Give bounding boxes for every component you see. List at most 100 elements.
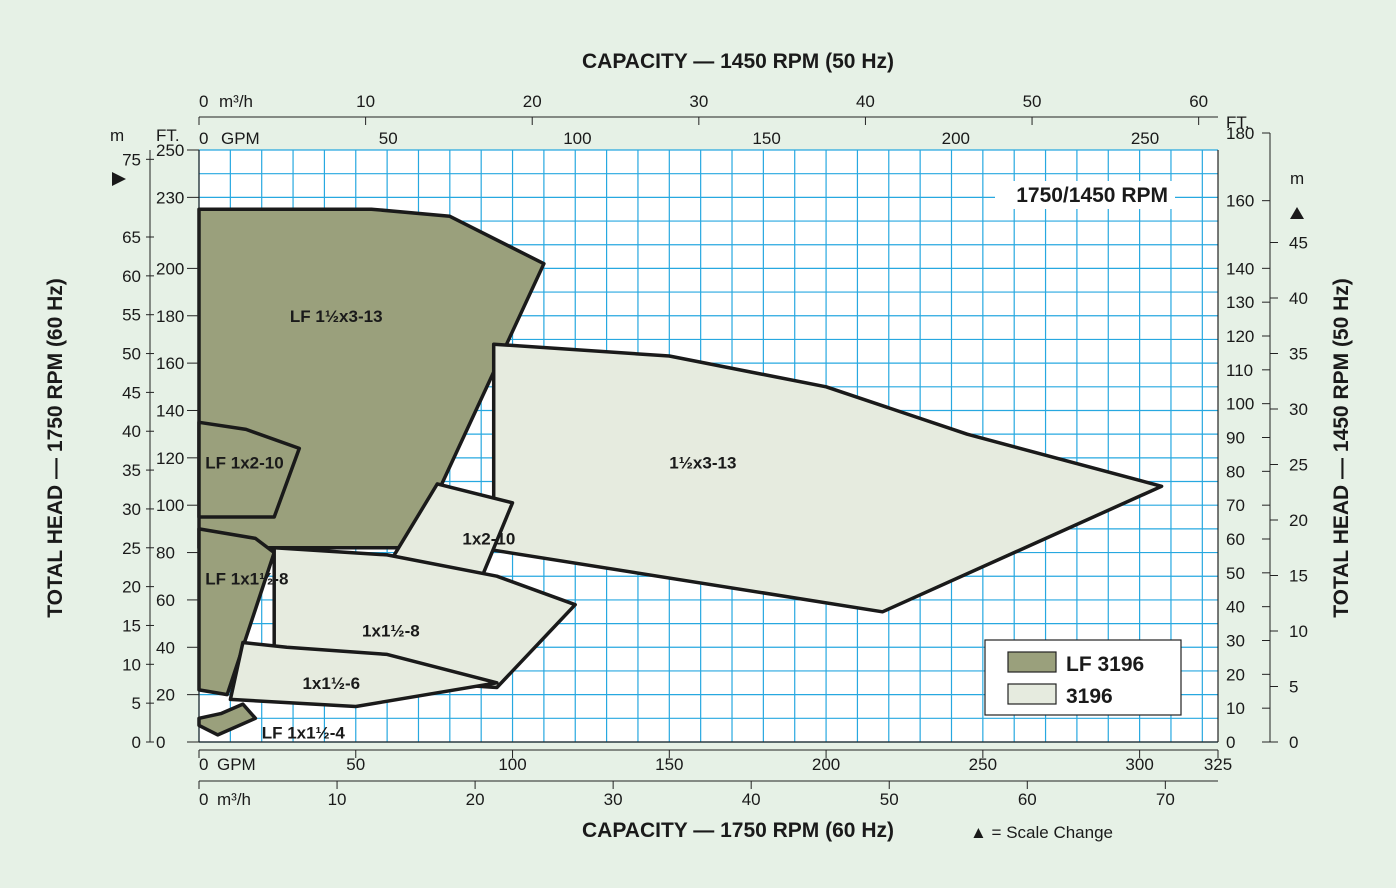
left-ft-tick-11: 20 [156, 686, 175, 705]
right-ft-tick-9: 70 [1226, 496, 1245, 515]
bottom-gpm-tick-3: 150 [655, 755, 683, 774]
bottom-m3h-tick-2: 20 [466, 790, 485, 809]
region-label-1: LF 1x2-10 [205, 454, 283, 473]
left-m-tick-12: 10 [122, 655, 141, 674]
left-m-tick-14: 0 [132, 733, 141, 752]
speed-badge: 1750/1450 RPM [1016, 184, 1168, 207]
right-m-unit: m [1290, 169, 1304, 188]
bottom-gpm-unit: GPM [217, 755, 256, 774]
top-m3h-tick-0: 0 [199, 92, 208, 111]
right-m-tick-6: 15 [1289, 566, 1308, 585]
left-ft-tick-1: 230 [156, 188, 184, 207]
top-m3h-unit: m³/h [219, 92, 253, 111]
right-ft-tick-6: 100 [1226, 395, 1254, 414]
bottom-gpm-tick-6: 300 [1125, 755, 1153, 774]
left-ft-tick-2: 200 [156, 259, 184, 278]
right-ft-tick-12: 40 [1226, 598, 1245, 617]
right-ft-tick-5: 110 [1226, 361, 1253, 380]
right-m-tick-3: 30 [1289, 400, 1308, 419]
left-m-tick-10: 20 [122, 578, 141, 597]
bottom-m3h-tick-7: 70 [1156, 790, 1175, 809]
right-scale-change-icon [1290, 207, 1304, 219]
top-gpm-tick-1: 50 [379, 129, 398, 148]
bottom-gpm-tick-2: 100 [498, 755, 526, 774]
left-ft-tick-9: 60 [156, 591, 175, 610]
region-label-5: 1x2-10 [462, 529, 515, 548]
right-m-tick-0: 45 [1289, 233, 1308, 252]
right-m-tick-2: 35 [1289, 344, 1308, 363]
left-m-tick-13: 5 [132, 694, 141, 713]
region-4 [491, 342, 1164, 614]
right-ft-tick-0: 180 [1226, 124, 1254, 143]
bottom-m3h-tick-4: 40 [742, 790, 761, 809]
region-label-2: LF 1x1½-8 [205, 570, 288, 589]
left-ft-tick-8: 80 [156, 544, 175, 563]
legend-label-lf3196: LF 3196 [1066, 653, 1144, 676]
legend-swatch-lf3196 [1007, 651, 1057, 673]
right-m-tick-7: 10 [1289, 622, 1308, 641]
left-ft-tick-10: 40 [156, 638, 175, 657]
left-m-tick-2: 60 [122, 267, 141, 286]
region-label-7: 1x1½-6 [302, 674, 360, 693]
top-m3h-tick-2: 20 [523, 92, 542, 111]
right-ft-unit: FT. [1226, 113, 1250, 132]
bottom-m3h-unit: m³/h [217, 790, 251, 809]
top-m3h-tick-1: 10 [356, 92, 375, 111]
top-capacity-title: CAPACITY — 1450 RPM (50 Hz) [582, 50, 894, 73]
left-ft-tick-0: 250 [156, 141, 184, 160]
right-ft-tick-14: 20 [1226, 665, 1245, 684]
left-m-tick-4: 50 [122, 345, 141, 364]
bottom-capacity-title: CAPACITY — 1750 RPM (60 Hz) [582, 819, 894, 842]
left-ft-tick-6: 120 [156, 449, 184, 468]
right-ft-tick-2: 140 [1226, 259, 1254, 278]
left-m-tick-0: 75 [122, 150, 141, 169]
pump-regions [197, 207, 1164, 737]
bottom-gpm-tick-4: 200 [812, 755, 840, 774]
top-m3h-tick-3: 30 [689, 92, 708, 111]
speed-badge-box [995, 181, 1175, 209]
left-m-tick-3: 55 [122, 306, 141, 325]
bottom-m3h-tick-6: 60 [1018, 790, 1037, 809]
right-ft-tick-8: 80 [1226, 462, 1245, 481]
right-m-tick-8: 5 [1289, 677, 1298, 696]
left-ft-tick-12: 0 [156, 733, 165, 752]
top-gpm-unit: GPM [221, 129, 260, 148]
right-ft-tick-4: 120 [1226, 327, 1254, 346]
bottom-m3h-tick-0: 0 [199, 790, 208, 809]
right-ft-tick-3: 130 [1226, 293, 1254, 312]
legend: LF 3196 3196 [984, 639, 1182, 716]
bottom-gpm-tick-5: 250 [969, 755, 997, 774]
right-ft-tick-13: 30 [1226, 632, 1245, 651]
left-ft-tick-5: 140 [156, 401, 184, 420]
left-ft-tick-7: 100 [156, 496, 184, 515]
right-m-tick-4: 25 [1289, 455, 1308, 474]
right-axis-title: TOTAL HEAD — 1450 RPM (50 Hz) [1330, 278, 1353, 618]
right-m-tick-1: 40 [1289, 289, 1308, 308]
bottom-gpm-tick-0: 0 [199, 755, 208, 774]
top-m3h-tick-4: 40 [856, 92, 875, 111]
region-label-3: LF 1x1½-4 [262, 724, 346, 743]
scale-change-note: ▲ = Scale Change [970, 823, 1113, 842]
top-gpm-tick-5: 250 [1131, 129, 1159, 148]
left-ft-tick-4: 160 [156, 354, 184, 373]
region-7 [228, 640, 499, 709]
region-labels: LF 1½x3-13 LF 1x2-10 LF 1x1½-8 LF 1x1½-4 1½x… [205, 307, 736, 743]
right-ft-tick-15: 10 [1226, 699, 1245, 718]
bottom-m3h-tick-5: 50 [880, 790, 899, 809]
region-label-4: 1½x3-13 [669, 454, 736, 473]
right-ft-tick-11: 50 [1226, 564, 1245, 583]
left-m-tick-8: 30 [122, 500, 141, 519]
left-m-tick-5: 45 [122, 383, 141, 402]
left-m-tick-1: 65 [122, 228, 141, 247]
bottom-gpm-tick-7: 325 [1204, 755, 1232, 774]
left-m-tick-9: 25 [122, 539, 141, 558]
legend-swatch-3196 [1007, 683, 1057, 705]
right-ft-tick-1: 160 [1226, 192, 1254, 211]
bottom-gpm-tick-1: 50 [346, 755, 365, 774]
region-label-0: LF 1½x3-13 [290, 307, 383, 326]
left-scale-change-icon [112, 172, 126, 186]
right-m-tick-5: 20 [1289, 511, 1308, 530]
right-ft-tick-16: 0 [1226, 733, 1235, 752]
